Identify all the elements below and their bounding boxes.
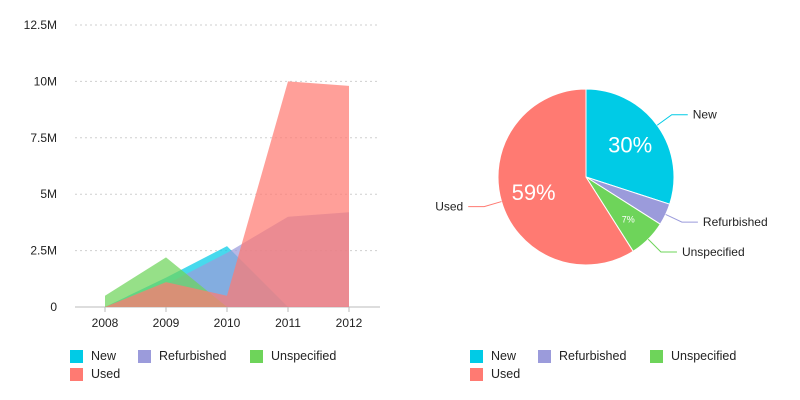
area-series-used[interactable] [105, 81, 349, 308]
y-tick-label: 2.5M [30, 244, 57, 258]
pie-leader-line [665, 214, 698, 223]
pie-leader-line [468, 201, 502, 208]
legend-item-refurbished[interactable]: Refurbished [138, 348, 250, 364]
y-tick-label: 10M [34, 74, 57, 88]
x-tick-label: 2009 [153, 316, 180, 330]
y-tick-label: 7.5M [30, 131, 57, 145]
legend-label: New [91, 349, 117, 363]
legend-swatch [470, 349, 483, 363]
legend-swatch [538, 349, 551, 363]
pie-slice-used[interactable] [497, 88, 634, 266]
pie-chart-legend: New Refurbished Unspecified Used [470, 348, 760, 382]
legend-item-new[interactable]: New [470, 348, 538, 364]
y-tick-label: 5M [40, 187, 57, 201]
x-tick-label: 2011 [275, 316, 301, 330]
area-chart: 0 2.5M 5M 7.5M 10M 12.5M 2008 2009 2010 2011 2012 [24, 18, 380, 330]
legend-swatch [70, 349, 83, 363]
legend-label: Refurbished [159, 349, 227, 363]
pie-name-label: Used [435, 200, 463, 214]
pie-value-label: 30% [608, 133, 652, 158]
pie-value-label: 7% [622, 214, 635, 224]
pie-slice-new[interactable] [585, 88, 675, 205]
legend-item-unspecified[interactable]: Unspecified [650, 348, 760, 364]
legend-swatch [470, 367, 483, 381]
pie-value-label: 59% [512, 180, 556, 205]
legend-label: Used [491, 367, 521, 381]
pie-leader-line [656, 114, 688, 126]
legend-item-new[interactable]: New [70, 348, 138, 364]
pie-leader-line [647, 238, 677, 253]
y-tick-label: 12.5M [24, 18, 57, 32]
area-chart-legend: New Refurbished Unspecified Used [70, 348, 360, 382]
legend-item-used[interactable]: Used [70, 366, 138, 382]
pie-name-label: Refurbished [703, 215, 768, 229]
legend-item-used[interactable]: Used [470, 366, 538, 382]
legend-label: Refurbished [559, 349, 627, 363]
y-tick-label: 0 [50, 300, 57, 314]
legend-label: Unspecified [271, 349, 337, 363]
legend-swatch [138, 349, 151, 363]
x-tick-label: 2010 [214, 316, 241, 330]
legend-swatch [250, 349, 263, 363]
legend-item-refurbished[interactable]: Refurbished [538, 348, 650, 364]
pie-name-label: Unspecified [682, 245, 745, 259]
legend-label: Unspecified [671, 349, 737, 363]
pie-name-label: New [693, 108, 717, 122]
legend-item-unspecified[interactable]: Unspecified [250, 348, 360, 364]
x-tick-label: 2012 [336, 316, 363, 330]
legend-swatch [650, 349, 663, 363]
legend-label: New [491, 349, 517, 363]
legend-label: Used [91, 367, 121, 381]
legend-swatch [70, 367, 83, 381]
pie-chart: 30% New Refurbished 7% Unspecified 59% Used [435, 88, 768, 266]
x-tick-label: 2008 [92, 316, 119, 330]
